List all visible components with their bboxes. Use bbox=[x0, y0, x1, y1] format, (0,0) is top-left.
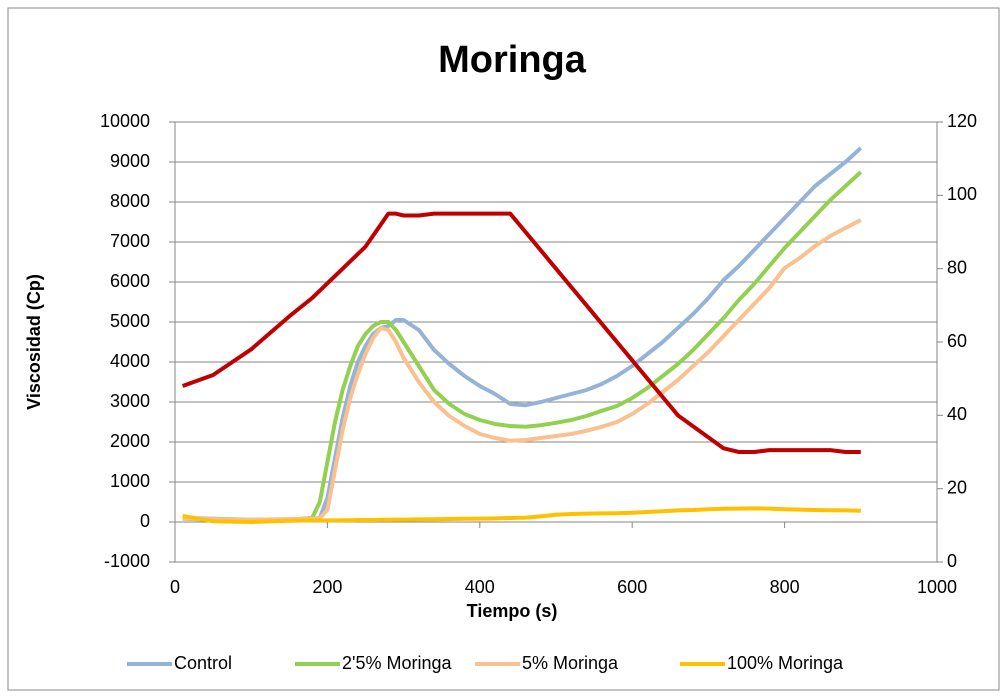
legend-label: Control bbox=[174, 653, 232, 673]
chart-border bbox=[7, 7, 1000, 691]
x-tick-label: 400 bbox=[465, 577, 495, 597]
y2-tick-label: 60 bbox=[947, 331, 967, 351]
legend-label: 5% Moringa bbox=[522, 653, 619, 673]
series-line bbox=[182, 146, 863, 522]
x-tick-label: 200 bbox=[312, 577, 342, 597]
y2-tick-label: 100 bbox=[947, 184, 977, 204]
y2-tick-label: 0 bbox=[947, 551, 957, 571]
y-tick-label: 7000 bbox=[110, 231, 150, 251]
y-tick-label: 0 bbox=[140, 511, 150, 531]
series-line bbox=[181, 211, 861, 454]
x-tick-label: 1000 bbox=[917, 577, 957, 597]
y-tick-label: 6000 bbox=[110, 271, 150, 291]
y2-tick-label: 40 bbox=[947, 404, 967, 424]
y2-tick-label: 120 bbox=[947, 111, 977, 131]
y2-tick-label: 80 bbox=[947, 257, 967, 277]
legend-label: 100% Moringa bbox=[727, 653, 844, 673]
x-tick-label: 800 bbox=[770, 577, 800, 597]
x-tick-label: 0 bbox=[170, 577, 180, 597]
y-tick-label: 4000 bbox=[110, 351, 150, 371]
chart-title: Moringa bbox=[438, 39, 587, 81]
y-tick-label: -1000 bbox=[104, 551, 150, 571]
y-tick-label: 2000 bbox=[110, 431, 150, 451]
y2-tick-label: 20 bbox=[947, 477, 967, 497]
series-line bbox=[182, 506, 861, 524]
legend-label: 2'5% Moringa bbox=[342, 653, 452, 673]
series-line bbox=[182, 218, 862, 522]
y-tick-label: 1000 bbox=[110, 471, 150, 491]
y-tick-label: 3000 bbox=[110, 391, 150, 411]
y-tick-label: 9000 bbox=[110, 151, 150, 171]
x-tick-label: 600 bbox=[617, 577, 647, 597]
y-tick-label: 10000 bbox=[100, 111, 150, 131]
y-axis-label: Viscosidad (Cp) bbox=[24, 274, 44, 410]
x-axis-label: Tiempo (s) bbox=[467, 601, 558, 621]
series-line bbox=[182, 170, 863, 522]
y-tick-label: 8000 bbox=[110, 191, 150, 211]
y-tick-label: 5000 bbox=[110, 311, 150, 331]
